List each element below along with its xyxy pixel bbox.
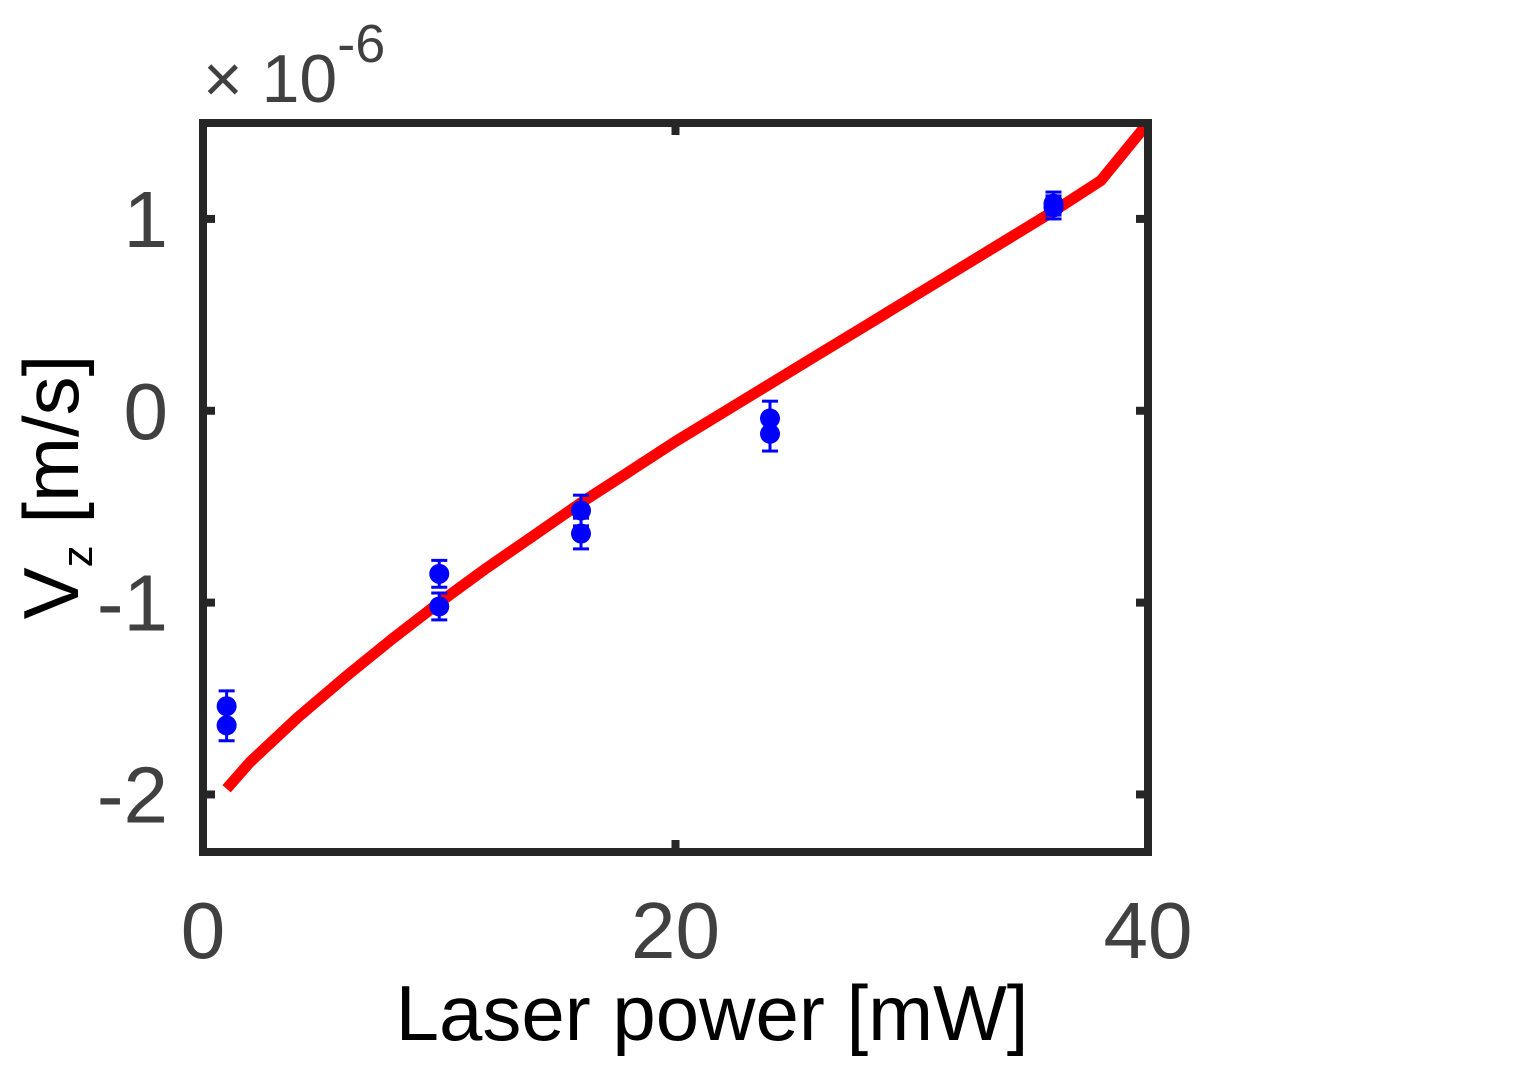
data-point bbox=[571, 500, 591, 521]
y-axis-multiplier: × 10-6 bbox=[203, 14, 385, 117]
data-point bbox=[571, 523, 591, 544]
y-axis-label: Vz [m/s] bbox=[7, 355, 102, 620]
fit-curve bbox=[222, 119, 1153, 793]
y-tick-label: -1 bbox=[97, 559, 168, 648]
data-point bbox=[760, 423, 780, 444]
y-axis-label-subscript: z bbox=[53, 545, 102, 567]
data-point bbox=[1043, 193, 1064, 214]
y-tick-label: 1 bbox=[124, 175, 169, 264]
y-tick-label: -2 bbox=[97, 750, 168, 839]
axes-frame-group bbox=[199, 119, 1152, 856]
data-point bbox=[429, 596, 450, 617]
x-tick-label: 40 bbox=[1104, 886, 1193, 975]
fit-curve-group bbox=[222, 119, 1153, 793]
axes-box bbox=[199, 119, 1152, 856]
y-axis-multiplier-exponent: -6 bbox=[337, 14, 385, 74]
axis-labels-group: 0 20 40 -2 -1 0 1 Laser power [mW] Vz [m/s] × 10-… bbox=[7, 14, 1192, 1057]
x-tick-label: 0 bbox=[181, 886, 226, 975]
data-point bbox=[429, 563, 450, 584]
data-points-group bbox=[216, 190, 1064, 743]
data-point bbox=[216, 715, 237, 736]
x-tick-label: 20 bbox=[631, 886, 720, 975]
y-tick-label: 0 bbox=[124, 367, 169, 456]
y-axis-label-main: V bbox=[7, 567, 95, 619]
x-axis-label: Laser power [mW] bbox=[396, 969, 1029, 1057]
y-axis-multiplier-base: × 10 bbox=[203, 41, 337, 117]
y-axis-label-unit: [m/s] bbox=[7, 355, 95, 546]
